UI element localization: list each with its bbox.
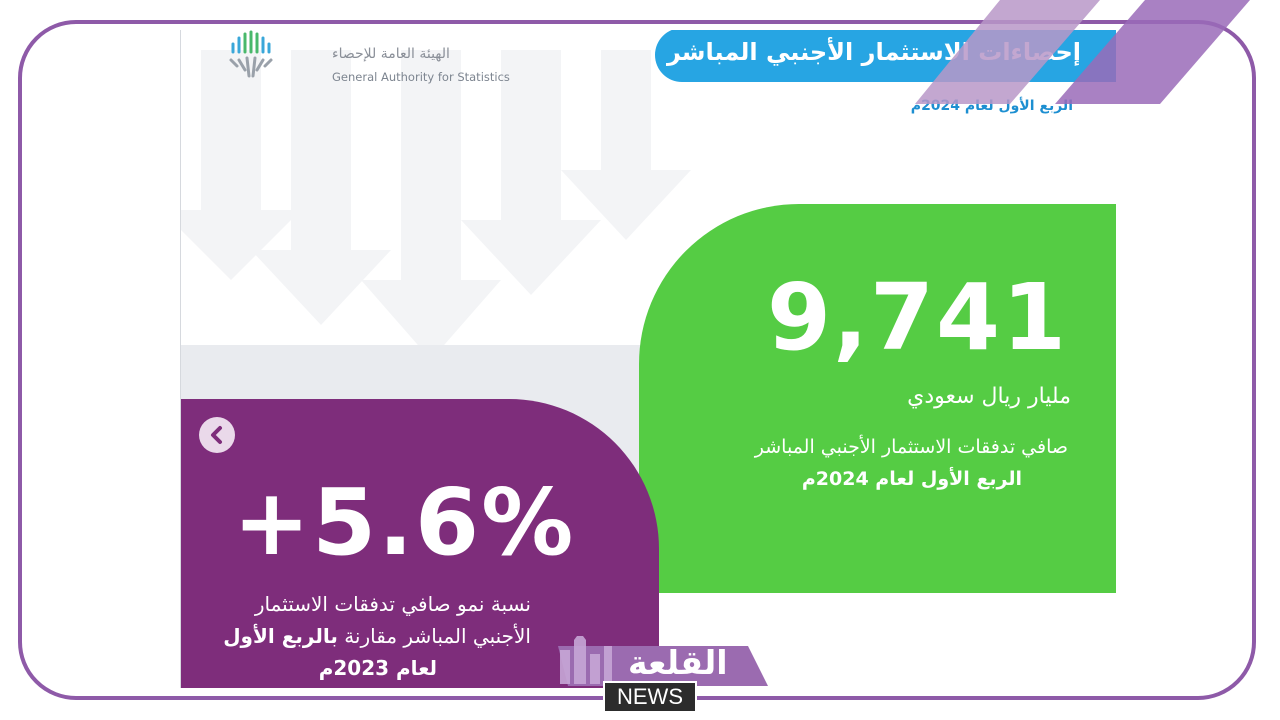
growth-description-line1: نسبة نمو صافي تدفقات الاستثمار [254, 592, 531, 616]
watermark-news: NEWS [603, 681, 697, 713]
fdi-value-card: 9,741 مليار ريال سعودي صافي تدفقات الاست… [639, 204, 1116, 593]
fdi-period: الربع الأول لعام 2024م [801, 468, 1022, 490]
watermark-arabic: القلعة [628, 643, 728, 682]
growth-description-line3: لعام 2023م [318, 656, 437, 680]
watermark-badge [558, 636, 768, 686]
growth-description-line2-bold: بالربع الأول [223, 624, 338, 648]
growth-description-line2: الأجنبي المباشر مقارنة بالربع الأول [223, 624, 531, 648]
previous-button[interactable] [199, 417, 235, 453]
gastat-logo: الهيئة العامة للإحصاء General Authority … [225, 30, 510, 90]
fdi-value: 9,741 [766, 264, 1068, 371]
fdi-description: صافي تدفقات الاستثمار الأجنبي المباشر [754, 436, 1068, 458]
growth-percentage: +5.6% [233, 469, 576, 576]
logo-arabic-text: الهيئة العامة للإحصاء [332, 46, 450, 62]
growth-description-line2-regular: الأجنبي المباشر مقارنة [344, 624, 531, 648]
logo-english-text: General Authority for Statistics [332, 70, 510, 84]
gastat-logo-icon [229, 30, 273, 78]
chevron-left-icon [211, 426, 222, 444]
fdi-unit: مليار ريال سعودي [907, 384, 1071, 409]
decorative-stripes [915, 0, 1250, 104]
background-arrows-decoration [181, 50, 691, 360]
infographic-poster: الهيئة العامة للإحصاء General Authority … [180, 30, 1116, 688]
